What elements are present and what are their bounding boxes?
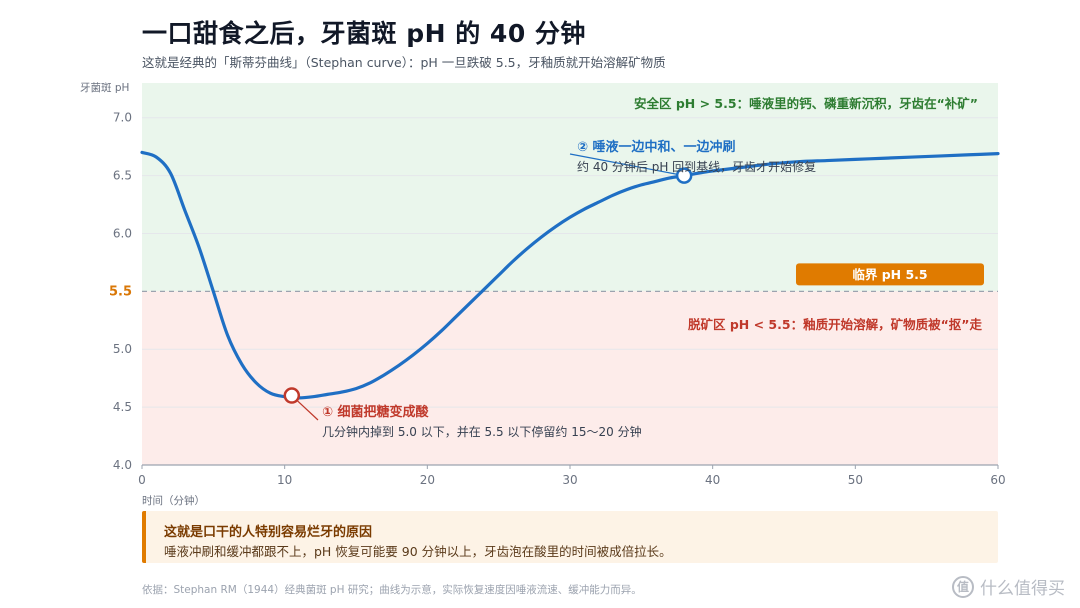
y-tick-label: 4.5: [113, 400, 132, 414]
critical-ph-badge: [796, 263, 984, 286]
x-tick-label: 20: [420, 473, 435, 487]
annotation-2-title: ② 唾液一边中和、一边冲刷: [577, 139, 736, 155]
y-tick-label: 6.0: [113, 226, 132, 240]
safe-zone-label: 安全区 pH > 5.5：唾液里的钙、磷重新沉积，牙齿在“补矿”: [634, 96, 978, 111]
annotation-2-leader: [569, 153, 685, 177]
x-tick-label: 10: [277, 473, 292, 487]
x-tick-label: 60: [990, 473, 1005, 487]
annotation-1-title: ① 细菌把糖变成酸: [322, 404, 430, 420]
callout-title: 这就是口干的人特别容易烂牙的原因: [164, 525, 373, 540]
explanation-callout: 这就是口干的人特别容易烂牙的原因 唾液冲刷和缓冲都跟不上，pH 恢复可能要 90…: [142, 511, 998, 563]
y-tick-label: 5.5: [109, 284, 132, 299]
watermark: 值 什么值得买: [952, 574, 1065, 599]
page-subtitle: 这就是经典的「斯蒂芬曲线」（Stephan curve）：pH 一旦跌破 5.5…: [142, 55, 666, 70]
critical-ph-badge-label: 临界 pH 5.5: [852, 267, 927, 282]
demineralization-zone: [142, 291, 998, 465]
watermark-text: 什么值得买: [980, 579, 1065, 599]
annotation-1-marker: [283, 387, 301, 404]
x-tick-label: 40: [705, 473, 720, 487]
y-tick-label: 6.5: [113, 169, 132, 183]
safe-zone: [142, 83, 998, 292]
annotation-2-marker: [675, 167, 693, 184]
callout-body: 唾液冲刷和缓冲都跟不上，pH 恢复可能要 90 分钟以上，牙齿泡在酸里的时间被成…: [164, 544, 672, 559]
ph-series-line: [140, 150, 1000, 400]
source-note: 依据：Stephan RM（1944）经典菌斑 pH 研究；曲线为示意，实际恢复…: [142, 584, 642, 596]
y-axis-label: 牙菌斑 pH: [80, 81, 129, 94]
watermark-logo-icon: 值: [952, 575, 974, 598]
x-axis-label: 时间（分钟）: [142, 494, 205, 507]
y-tick-label: 4.0: [113, 458, 132, 472]
annotation-2-text: 约 40 分钟后 pH 回到基线，牙齿才开始修复: [577, 159, 816, 174]
x-tick-label: 30: [562, 473, 577, 487]
demineralization-zone-label: 脱矿区 pH < 5.5：釉质开始溶解，矿物质被“抠”走: [688, 317, 983, 332]
page-title: 一口甜食之后，牙菌斑 pH 的 40 分钟: [142, 19, 586, 48]
y-tick-label: 7.0: [113, 111, 132, 125]
annotation-1-text: 几分钟内掉到 5.0 以下，并在 5.5 以下停留约 15～20 分钟: [322, 424, 642, 439]
ph-line-chart: 4.0 4.5 5.0 5.5 6.0 6.5 7.0 0 10 20 30 40 50 60 时间（分钟）…: [80, 81, 1006, 507]
x-tick-label: 0: [138, 473, 146, 487]
x-tick-label: 50: [848, 473, 863, 487]
y-tick-label: 5.0: [113, 342, 132, 356]
